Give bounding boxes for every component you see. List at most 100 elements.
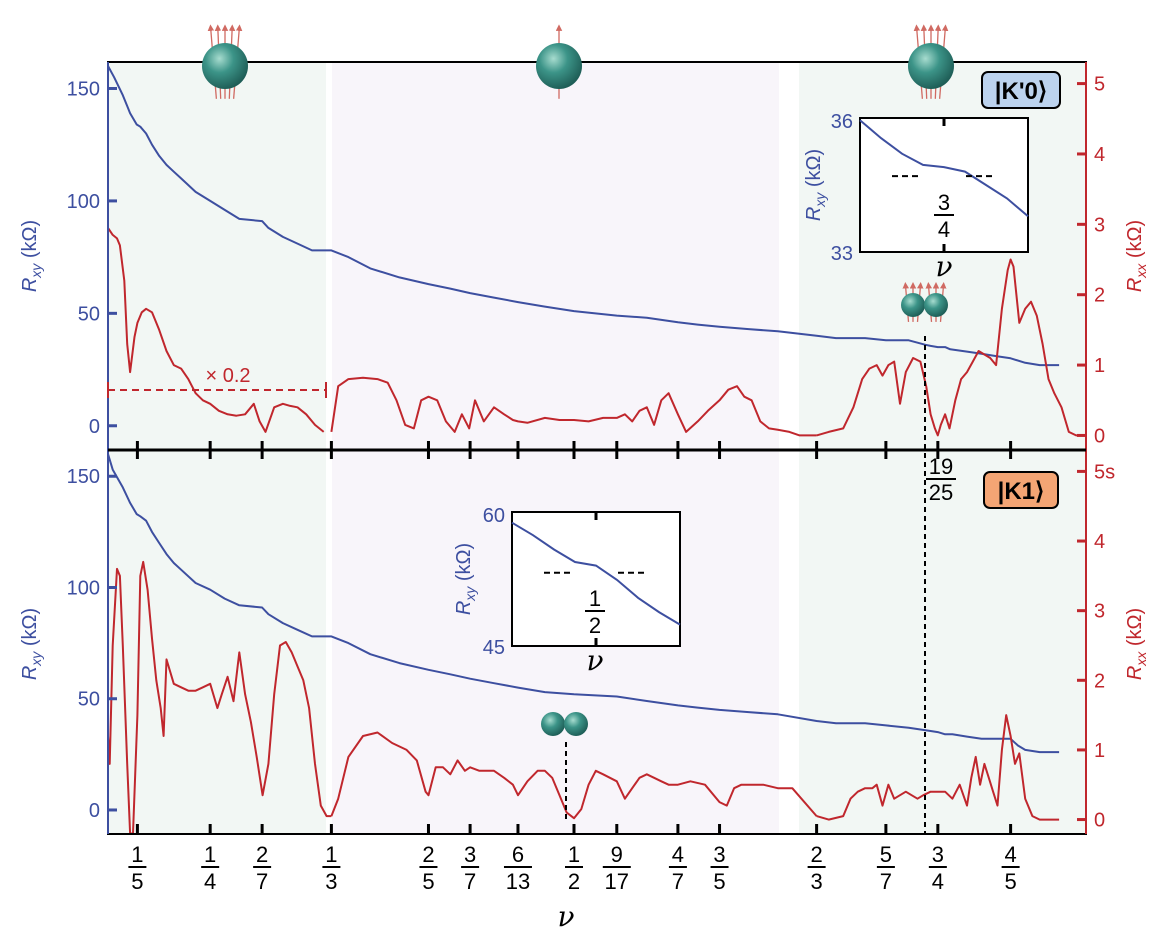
x-tick-label-num-11: 2 [810,842,822,867]
top-state-badge: |K'0⟩ [981,71,1061,109]
band-green-left-bottom [108,450,326,834]
x-tick-label-num-3: 1 [325,842,337,867]
series-top-right-1-seg-0 [107,227,325,433]
sphere-pair-bottom-right-ball [564,712,588,736]
bottom-right-axis-label: Rxx (kΩ) [1124,608,1149,680]
sphere-top-left [202,24,248,99]
series-bottom-right-1-seg-1 [330,731,818,820]
right-tick-label-top-2: 2 [1094,285,1105,307]
bottom-inset-frame [511,511,681,647]
scale-bracket: × 0.2 [107,365,327,398]
guide-lines [565,336,926,834]
inset-bottom-curve [511,521,681,626]
series-bottom-right-1-seg-2 [816,714,1060,821]
extra-tick-den: 25 [929,480,953,505]
top-inset-tick-num: 3 [938,190,950,215]
band-purple-mid-top [332,62,779,450]
sphere-pair-bottom-left-ball [541,712,565,736]
scale-note: × 0.2 [205,365,250,387]
top-state-badge-label: |K'0⟩ [995,78,1047,105]
right-tick-label-top-4: 4 [1094,144,1105,166]
x-tick-label-den-2: 7 [256,869,268,894]
x-tick-label-den-12: 7 [880,869,892,894]
left-tick-label-bottom-0: 0 [89,800,100,822]
top-inset: 36 33 Rxy (kΩ) ν 3 4 [803,111,1029,283]
top-inset-ymax: 36 [831,111,853,133]
band-green-left-top [108,62,326,450]
sphere-top-left-ball [202,43,248,89]
x-tick-label-den-0: 5 [131,869,143,894]
left-tick-label-bottom-2: 100 [67,577,100,599]
top-left-axis-label: Rxy (kΩ) [19,220,44,292]
bottom-inset-ymax: 60 [483,505,505,527]
right-tick-label-bottom-1: 1 [1094,740,1105,762]
x-tick-label-den-8: 17 [605,869,629,894]
sphere-pair-top-right-ball [924,293,948,317]
bottom-inset-tick-num: 1 [589,586,601,611]
bottom-inset-ylabel: Rxy (kΩ) [453,543,478,615]
bottom-left-axis-label: Rxy (kΩ) [19,608,44,680]
x-tick-label-den-10: 5 [713,869,725,894]
x-tick-label-den-11: 3 [810,869,822,894]
x-tick-label-num-0: 1 [131,842,143,867]
series-top-right-1-seg-1 [330,376,817,437]
sphere-pair-bottom-left [541,712,565,736]
right-tick-label-top-5: 5 [1094,74,1105,96]
right-tick-label-bottom-3: 3 [1094,601,1105,623]
bottom-state-badge-box [983,471,1059,509]
x-tick-label-den-6: 13 [506,869,530,894]
x-tick-label-den-7: 2 [568,869,580,894]
x-tick-label-num-9: 4 [672,842,684,867]
left-tick-label-top-1: 50 [78,303,100,325]
right-tick-label-bottom-2: 2 [1094,670,1105,692]
x-tick-label-den-5: 7 [464,869,476,894]
left-tick-label-top-3: 150 [67,78,100,100]
right-tick-label-top-3: 3 [1094,214,1105,236]
x-tick-label-num-5: 3 [464,842,476,867]
band-green-right-bottom [799,450,1086,834]
bottom-inset-ymin: 45 [483,637,505,659]
x-tick-label-num-1: 1 [204,842,216,867]
bottom-inset-xlabel: ν [586,644,603,677]
x-tick-label-den-3: 3 [325,869,337,894]
x-tick-label-num-2: 2 [256,842,268,867]
x-tick-label-den-14: 5 [1004,869,1016,894]
series-bottom-left-0-seg-0 [107,453,1060,754]
sphere-top-middle [536,24,582,99]
x-tick-label-num-14: 4 [1004,842,1016,867]
top-inset-xlabel: ν [935,250,952,283]
x-axis-label: ν [557,900,574,933]
extra-tick-num: 19 [929,454,953,479]
right-tick-label-top-1: 1 [1094,355,1105,377]
axes-frames [107,61,1087,835]
x-tick-label-num-10: 3 [713,842,725,867]
bottom-inset: 60 45 Rxy (kΩ) ν 1 2 [453,505,681,677]
x-tick-label-num-12: 5 [880,842,892,867]
x-tick-label-num-7: 1 [568,842,580,867]
top-inset-ylabel: Rxy (kΩ) [803,149,828,221]
inset-top-curve [859,119,1029,218]
x-tick-label-den-1: 4 [204,869,216,894]
extra-tick-nineteen-twentyfifths: 19 25 [926,454,956,505]
left-tick-label-top-0: 0 [89,416,100,438]
sphere-top-middle-ball [536,43,582,89]
sphere-pair-top-right [924,282,948,322]
x-tick-label-num-6: 6 [512,842,524,867]
left-tick-label-bottom-3: 150 [67,466,100,488]
sphere-pair-top-left [901,282,925,322]
x-tick-label-num-4: 2 [422,842,434,867]
left-tick-label-bottom-1: 50 [78,689,100,711]
sphere-pair-bottom-right [564,712,588,736]
left-tick-label-top-2: 100 [67,191,100,213]
right-tick-label-bottom-0: 0 [1094,810,1105,832]
sphere-pair-top-left-ball [901,293,925,317]
right-tick-label-bottom-4: 4 [1094,531,1105,553]
right-tick-label-bottom-5: 5s [1094,461,1115,483]
x-tick-label-den-4: 5 [422,869,434,894]
top-inset-tick-den: 4 [938,217,950,242]
x-tick-label-den-9: 7 [672,869,684,894]
x-tick-label-den-13: 4 [932,869,944,894]
